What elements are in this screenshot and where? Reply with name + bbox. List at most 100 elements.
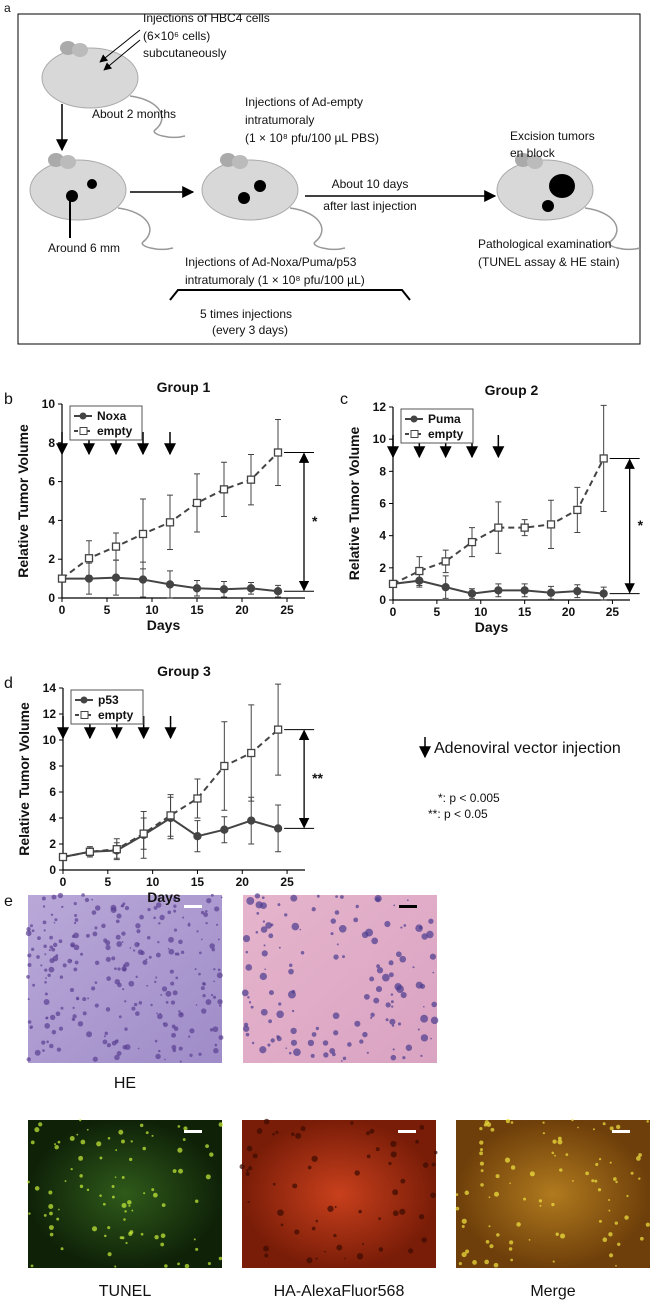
- texture: [295, 1132, 302, 1139]
- texture: [130, 1140, 133, 1143]
- key-text: *: p < 0.005: [438, 791, 500, 805]
- texture: [461, 1218, 467, 1224]
- texture: [52, 942, 58, 948]
- texture: [417, 1028, 420, 1031]
- texture: [60, 1247, 64, 1251]
- legend-marker: [79, 412, 87, 420]
- texture: [614, 1221, 618, 1225]
- texture: [92, 1056, 98, 1062]
- texture: [496, 1233, 500, 1237]
- texture: [28, 1212, 31, 1215]
- texture: [332, 1012, 340, 1020]
- texture: [311, 1226, 316, 1231]
- key-text: Adenoviral vector injection: [434, 740, 621, 757]
- texture: [55, 954, 59, 957]
- texture: [135, 1011, 140, 1016]
- texture: [608, 1209, 611, 1212]
- texture: [74, 913, 78, 918]
- x-axis-label: Days: [147, 889, 181, 905]
- marker: [111, 542, 121, 551]
- texture: [159, 914, 165, 921]
- texture: [508, 1247, 513, 1251]
- texture: [542, 1132, 545, 1135]
- texture: [103, 1035, 106, 1038]
- texture: [559, 1168, 563, 1172]
- texture: [285, 1047, 288, 1049]
- micrograph: [243, 895, 437, 1063]
- texture: [432, 971, 435, 974]
- texture: [30, 1140, 35, 1145]
- legend-label: empty: [97, 424, 133, 438]
- texture: [124, 1210, 127, 1213]
- significance: *: [312, 513, 318, 529]
- texture: [27, 953, 32, 958]
- texture: [538, 1199, 543, 1203]
- texture: [245, 950, 249, 954]
- texture: [27, 963, 32, 968]
- texture: [461, 1251, 467, 1258]
- caption: HA-AlexaFluor568: [274, 1283, 405, 1300]
- texture: [132, 949, 136, 952]
- legend-marker: [80, 696, 88, 704]
- texture: [465, 1249, 470, 1254]
- texture: [205, 921, 208, 925]
- texture: [131, 1006, 136, 1011]
- texture: [378, 1217, 382, 1221]
- texture: [26, 1057, 31, 1062]
- texture: [43, 944, 47, 949]
- texture: [479, 1140, 484, 1145]
- texture: [160, 1233, 166, 1239]
- texture: [389, 1018, 396, 1025]
- texture: [205, 1174, 211, 1180]
- texture: [105, 944, 111, 951]
- texture: [43, 929, 46, 932]
- mouse: [29, 152, 174, 251]
- texture: [342, 955, 345, 959]
- x-tick-label: 5: [104, 875, 111, 889]
- y-tick-label: 0: [49, 863, 56, 877]
- texture: [189, 1028, 195, 1034]
- texture: [99, 1194, 102, 1197]
- texture: [189, 1053, 193, 1057]
- texture: [248, 1166, 253, 1171]
- texture: [54, 1143, 57, 1146]
- texture: [114, 1054, 120, 1061]
- texture: [265, 922, 272, 929]
- texture: [138, 1001, 143, 1005]
- y-tick-label: 0: [48, 591, 55, 605]
- texture: [27, 1180, 30, 1184]
- texture: [44, 992, 48, 996]
- texture: [350, 1121, 354, 1125]
- texture: [397, 1022, 402, 1026]
- texture: [174, 952, 178, 956]
- x-tick-label: 20: [562, 605, 576, 619]
- texture: [479, 1161, 484, 1166]
- texture: [205, 1144, 209, 1148]
- scale-bar: [612, 1130, 630, 1133]
- texture: [178, 1010, 181, 1013]
- texture: [26, 927, 31, 932]
- texture: [369, 976, 375, 982]
- x-axis-label: Days: [147, 617, 181, 633]
- texture: [111, 1195, 115, 1199]
- texture: [62, 963, 67, 968]
- marker: [165, 580, 175, 589]
- texture: [430, 1016, 439, 1025]
- marker: [273, 725, 283, 734]
- texture: [602, 1237, 608, 1242]
- texture: [239, 1164, 245, 1170]
- texture: [375, 897, 381, 902]
- texture: [214, 906, 220, 912]
- texture: [171, 1032, 176, 1038]
- texture: [45, 977, 47, 979]
- texture: [194, 1199, 199, 1203]
- texture: [509, 1182, 511, 1185]
- x-tick-label: 20: [236, 875, 250, 889]
- texture: [268, 1019, 273, 1024]
- marker: [192, 498, 202, 508]
- texture: [488, 1225, 491, 1228]
- texture: [376, 964, 380, 969]
- texture: [602, 1122, 606, 1126]
- texture: [263, 1245, 269, 1252]
